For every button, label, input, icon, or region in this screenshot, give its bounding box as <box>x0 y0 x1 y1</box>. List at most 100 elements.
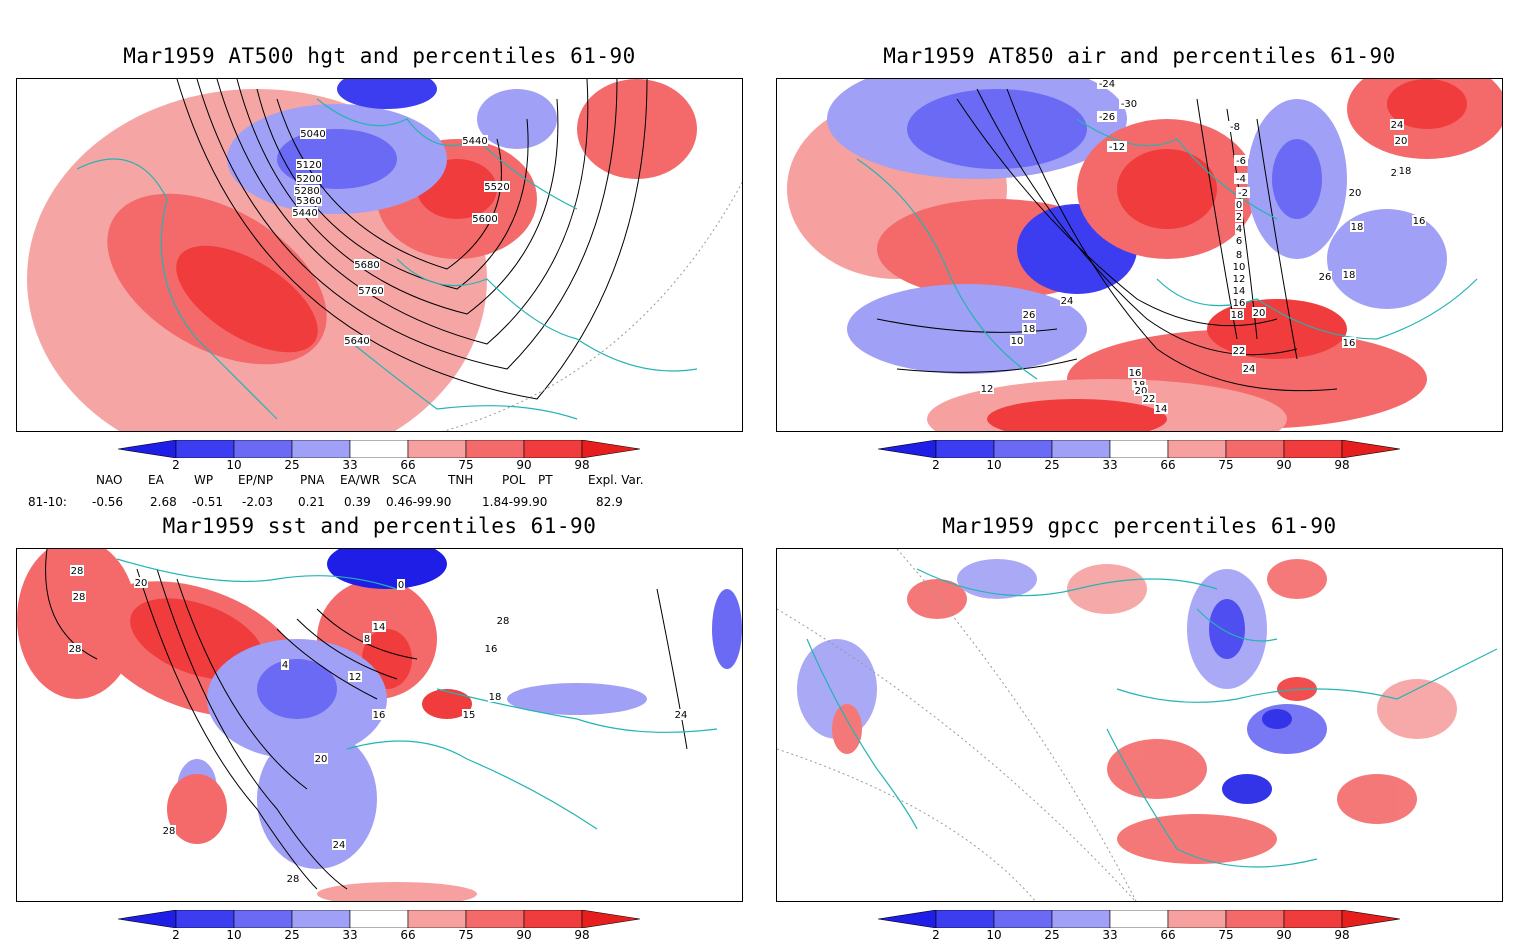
svg-text:0: 0 <box>1236 200 1242 211</box>
gpcc-panel-title: Mar1959 gpcc percentiles 61-90 <box>942 514 1337 538</box>
svg-text:28: 28 <box>73 592 86 603</box>
hgt-map: 5040 5120 5200 5280 5360 5440 5440 5520 5600 5680… <box>16 78 743 432</box>
index-header-wp: WP <box>194 473 214 487</box>
svg-text:18: 18 <box>489 692 502 703</box>
svg-text:10: 10 <box>1233 262 1246 273</box>
svg-text:16: 16 <box>373 710 386 721</box>
svg-text:4: 4 <box>1236 224 1242 235</box>
contour-label: -4 <box>1234 173 1248 185</box>
sst-map: 28 28 28 20 0 4 8 12 14 16 16 18 15 20 24 28 28 24 28 <box>16 548 743 902</box>
svg-text:20: 20 <box>1135 386 1148 397</box>
colorbar-segment <box>465 909 525 929</box>
colorbar-tick-label: 66 <box>400 458 416 472</box>
colorbar-tick-label: 25 <box>1044 458 1060 472</box>
colorbar-segment <box>993 439 1053 459</box>
colorbar-segment <box>1283 439 1343 459</box>
svg-text:-4: -4 <box>1236 174 1246 185</box>
svg-text:5760: 5760 <box>358 286 383 297</box>
svg-text:5200: 5200 <box>296 174 321 185</box>
svg-text:-24: -24 <box>1099 79 1115 90</box>
contour-label: 14 <box>1232 285 1246 297</box>
svg-text:14: 14 <box>1155 404 1168 415</box>
colorbar-segment <box>1109 439 1169 459</box>
colorbar-tick-label: 66 <box>1160 928 1176 942</box>
hgt-panel-title: Mar1959 AT500 hgt and percentiles 61-90 <box>123 44 636 68</box>
colorbar-tick-label: 2 <box>172 458 180 472</box>
colorbar-segment <box>349 439 409 459</box>
svg-text:5360: 5360 <box>296 196 321 207</box>
contour-label: -8 <box>1228 121 1242 133</box>
svg-text:5280: 5280 <box>294 186 319 197</box>
svg-text:20: 20 <box>1395 136 1408 147</box>
contour-label: 5760 <box>358 285 384 297</box>
contour-label: 5200 <box>296 173 322 185</box>
contour-label: 15 <box>462 709 476 721</box>
colorbar-segment <box>407 909 467 929</box>
contour-label: 5120 <box>296 159 322 171</box>
svg-text:24: 24 <box>1243 364 1256 375</box>
svg-text:5040: 5040 <box>300 129 325 140</box>
contour-label: 28 <box>70 565 84 577</box>
contour-label: 5280 <box>294 185 320 197</box>
index-header-tnh: TNH <box>448 473 474 487</box>
svg-text:5680: 5680 <box>354 260 379 271</box>
svg-text:16: 16 <box>1233 298 1246 309</box>
index-header-nao: NAO <box>96 473 123 487</box>
contour-label: 12 <box>348 671 362 683</box>
svg-text:12: 12 <box>981 384 994 395</box>
colorbar-tick-label: 25 <box>1044 928 1060 942</box>
svg-text:20: 20 <box>315 754 328 765</box>
contour-label: -24 <box>1097 79 1117 90</box>
index-header-eawr: EA/WR <box>340 473 381 487</box>
index-header-sca: SCA <box>392 473 417 487</box>
svg-text:20: 20 <box>1253 308 1266 319</box>
gpcc-map-svg <box>777 549 1498 901</box>
colorbar-tick-label: 90 <box>516 458 532 472</box>
svg-text:5120: 5120 <box>296 160 321 171</box>
contour-label: 4 <box>1235 223 1243 235</box>
svg-text:2: 2 <box>1236 212 1242 223</box>
svg-text:26: 26 <box>1319 272 1332 283</box>
colorbar-tick-label: 98 <box>1334 458 1350 472</box>
colorbar-arrow-high <box>581 909 641 929</box>
contour-label: 5600 <box>472 213 498 225</box>
svg-text:5440: 5440 <box>292 208 317 219</box>
colorbar-segment <box>1225 909 1285 929</box>
svg-text:16: 16 <box>485 644 498 655</box>
colorbar-tick-label: 66 <box>400 928 416 942</box>
colorbar-tick-label: 2 <box>172 928 180 942</box>
contour-label: 24 <box>674 709 688 721</box>
colorbar-top-left-svg <box>117 439 641 459</box>
svg-text:5440: 5440 <box>462 136 487 147</box>
contour-label: 24 <box>1060 295 1074 307</box>
contour-label: 8 <box>1235 249 1243 261</box>
colorbar-segment <box>1225 439 1285 459</box>
index-value-sca: 0.46-99.90 <box>386 495 452 509</box>
svg-text:-6: -6 <box>1236 156 1246 167</box>
colorbar-segment <box>523 439 583 459</box>
colorbar-segment <box>1109 909 1169 929</box>
svg-text:22: 22 <box>1391 168 1404 179</box>
svg-text:24: 24 <box>333 840 346 851</box>
contour-label: 20 <box>1134 385 1148 397</box>
index-value-eawr: 0.39 <box>344 495 371 509</box>
contour-label: 24 <box>1390 119 1404 131</box>
contour-label: 20 <box>1394 135 1408 147</box>
colorbar-tick-label: 75 <box>1218 458 1234 472</box>
contour-label: 18 <box>1350 221 1364 233</box>
contour-label: 5520 <box>484 181 510 193</box>
colorbar-bottom-left-svg <box>117 909 641 929</box>
contour-label: 5440 <box>462 135 488 147</box>
contour-label: -30 <box>1119 98 1139 110</box>
svg-text:12: 12 <box>349 672 362 683</box>
contour-label: 24 <box>332 839 346 851</box>
colorbar-segment <box>1167 909 1227 929</box>
contour-label: 18 <box>1398 165 1412 177</box>
index-value-nao: -0.56 <box>92 495 124 509</box>
contour-label: -12 <box>1107 141 1127 153</box>
svg-text:24: 24 <box>1391 120 1404 131</box>
colorbar-tick-label: 90 <box>1276 928 1292 942</box>
contour-label: 12 <box>980 383 994 395</box>
contour-label: 16 <box>1342 337 1356 349</box>
